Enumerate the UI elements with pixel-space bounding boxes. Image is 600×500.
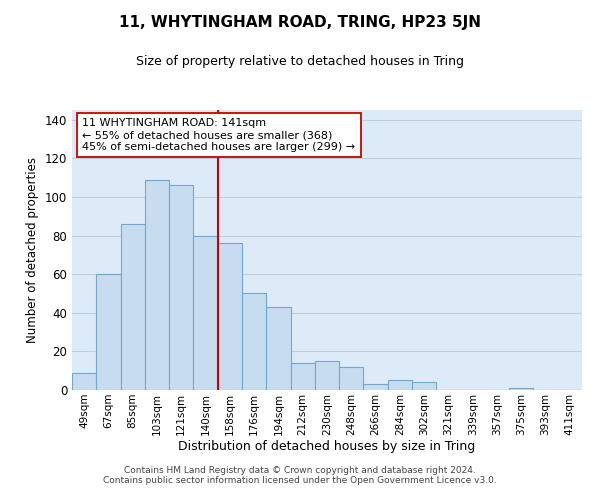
Bar [145, 180, 169, 390]
Bar [339, 367, 364, 390]
X-axis label: Distribution of detached houses by size in Tring: Distribution of detached houses by size … [178, 440, 476, 454]
Bar [169, 186, 193, 390]
Bar [193, 236, 218, 390]
Text: Contains HM Land Registry data © Crown copyright and database right 2024.
Contai: Contains HM Land Registry data © Crown c… [103, 466, 497, 485]
Bar [364, 384, 388, 390]
Text: 11, WHYTINGHAM ROAD, TRING, HP23 5JN: 11, WHYTINGHAM ROAD, TRING, HP23 5JN [119, 15, 481, 30]
Bar [266, 307, 290, 390]
Bar [242, 294, 266, 390]
Bar [121, 224, 145, 390]
Text: Size of property relative to detached houses in Tring: Size of property relative to detached ho… [136, 55, 464, 68]
Bar [315, 361, 339, 390]
Bar [218, 243, 242, 390]
Bar [412, 382, 436, 390]
Bar [509, 388, 533, 390]
Text: 11 WHYTINGHAM ROAD: 141sqm
← 55% of detached houses are smaller (368)
45% of sem: 11 WHYTINGHAM ROAD: 141sqm ← 55% of deta… [82, 118, 355, 152]
Bar [72, 372, 96, 390]
Bar [290, 363, 315, 390]
Bar [96, 274, 121, 390]
Y-axis label: Number of detached properties: Number of detached properties [26, 157, 39, 343]
Bar [388, 380, 412, 390]
